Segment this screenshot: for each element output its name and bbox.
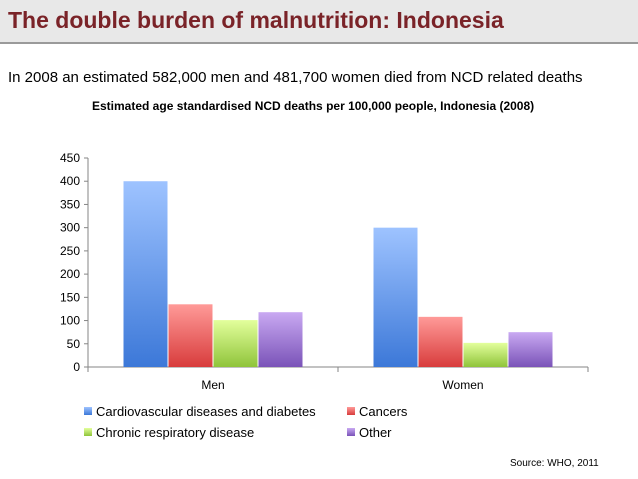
y-tick-label: 100 (60, 314, 80, 328)
x-category-label: Men (201, 378, 224, 392)
y-tick-label: 450 (60, 151, 80, 165)
bar-men-series-2 (168, 304, 213, 367)
legend-swatch (84, 428, 92, 436)
legend-label: Chronic respiratory disease (96, 425, 254, 440)
y-tick-label: 50 (67, 337, 81, 351)
title-bar: The double burden of malnutrition: Indon… (0, 0, 638, 44)
legend-swatch (347, 407, 355, 415)
y-tick-label: 350 (60, 197, 80, 211)
y-tick-label: 200 (60, 267, 80, 281)
legend-label: Cancers (359, 404, 408, 419)
y-tick-label: 150 (60, 290, 80, 304)
y-tick-label: 300 (60, 221, 80, 235)
bar-women-series-3 (463, 342, 508, 367)
x-category-label: Women (442, 378, 483, 392)
bar-women-series-4 (508, 332, 553, 367)
bar-men-series-3 (213, 320, 258, 367)
legend-swatch (84, 407, 92, 415)
bar-women-series-1 (373, 227, 418, 367)
legend-label: Other (359, 425, 392, 440)
y-tick-label: 0 (73, 360, 80, 374)
bar-men-series-1 (123, 181, 168, 367)
slide-title: The double burden of malnutrition: Indon… (8, 7, 504, 33)
bar-women-series-2 (418, 316, 463, 367)
source-note: Source: WHO, 2011 (510, 458, 599, 469)
slide-subtitle: In 2008 an estimated 582,000 men and 481… (8, 69, 583, 86)
y-tick-label: 250 (60, 244, 80, 258)
bar-men-series-4 (258, 312, 303, 367)
legend-swatch (347, 428, 355, 436)
legend-label: Cardiovascular diseases and diabetes (96, 404, 316, 419)
y-tick-label: 400 (60, 174, 80, 188)
chart-title: Estimated age standardised NCD deaths pe… (92, 99, 535, 113)
